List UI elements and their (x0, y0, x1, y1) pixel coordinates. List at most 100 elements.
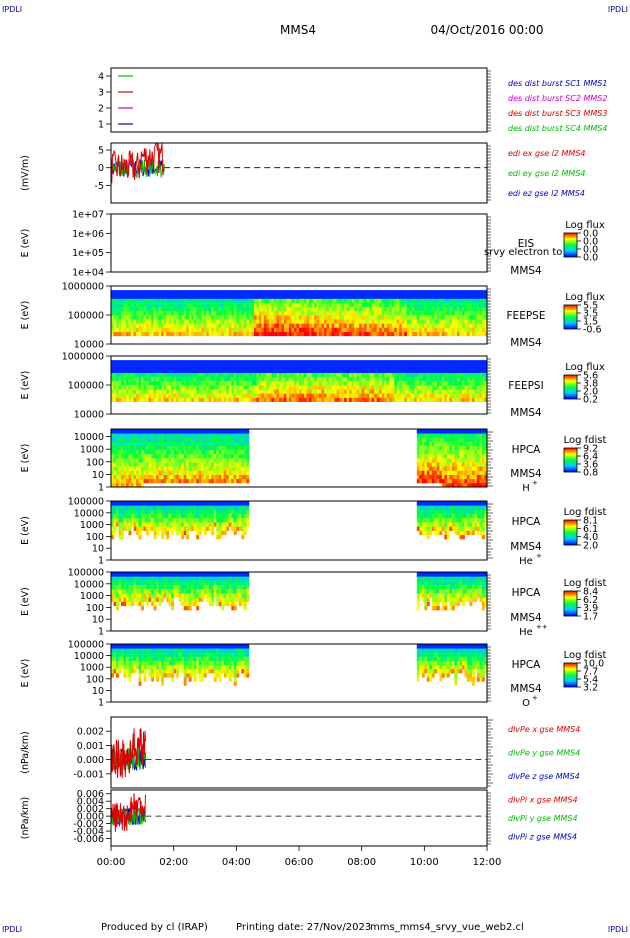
hpca_h-heat-cell (241, 446, 244, 451)
hpca_h-heat-cell (459, 433, 462, 438)
hpca_h-heat-cell (467, 458, 470, 463)
hpca_he1-heat-cell (189, 514, 192, 519)
feepse-heat-cell (334, 303, 337, 308)
feepsi-heat-cell (457, 368, 460, 373)
feepse-heat-cell (286, 303, 289, 308)
hpca_he1-heat-cell (161, 514, 164, 519)
hpca_h-heat-cell (439, 454, 442, 459)
feepsi-heat-cell (259, 381, 262, 386)
feepse-heat-cell (176, 298, 179, 303)
hpca_he1-heat-cell (186, 509, 189, 514)
feepsi-heat-cell (139, 368, 142, 373)
feepsi-heat-cell (259, 393, 262, 398)
hpca_h-heat-cell (199, 470, 202, 475)
feepsi-heat-cell (307, 389, 310, 394)
feepsi-heat-cell (474, 373, 477, 378)
feepsi-heat-cell (246, 373, 249, 378)
feepsi-heat-cell (201, 389, 204, 394)
feepsi-heat-cell (314, 368, 317, 373)
hpca_h-heat-cell (234, 429, 237, 434)
feepse-heat-cell (457, 315, 460, 320)
feepse-heat-cell (429, 315, 432, 320)
hpca_he1-heat-cell (164, 514, 167, 519)
hpca_h-heat-cell (209, 433, 212, 438)
feepse-heat-cell (166, 303, 169, 308)
hpca_h-heat-cell (171, 429, 174, 434)
feepse-heat-cell (357, 319, 360, 324)
hpca_h-heat-cell (191, 450, 194, 455)
feepsi-heat-cell (449, 389, 452, 394)
feepse-heat-cell (307, 327, 310, 332)
feepsi-heat-cell (409, 393, 412, 398)
feepsi-heat-cell (184, 397, 187, 402)
feepse-heat-cell (186, 311, 189, 316)
hpca_h-heat-cell (199, 458, 202, 463)
hpca_h-heat-cell (442, 450, 445, 455)
hpca_h-heat-cell (171, 462, 174, 467)
hpca_he1-heat-cell (231, 514, 234, 519)
feepsi-heat-cell (382, 364, 385, 369)
feepsi-heat-cell (216, 393, 219, 398)
feepsi-heat-cell (454, 385, 457, 390)
hpca_he1-heat-cell (154, 526, 157, 531)
feepsi-heat-cell (171, 377, 174, 382)
hpca_he1-heat-cell (216, 526, 219, 531)
feepse-heat-cell (214, 294, 217, 299)
hpca_he1-heat-cell (119, 509, 122, 514)
feepsi-heat-cell (191, 381, 194, 386)
feepse-heat-cell (339, 311, 342, 316)
feepse-heat-cell (286, 298, 289, 303)
hpca_h-heat-cell (221, 441, 224, 446)
hpca_h-heat-cell (472, 479, 475, 484)
hpca_h-heat-cell (209, 450, 212, 455)
feepse-heat-cell (457, 332, 460, 337)
hpca_h-heat-cell (121, 429, 124, 434)
hpca_he1-heat-cell (136, 531, 139, 536)
hpca_h-heat-cell (224, 462, 227, 467)
feepse-heat-cell (457, 323, 460, 328)
hpca_h-heat-cell (429, 462, 432, 467)
hpca_h-heat-cell (181, 479, 184, 484)
feepsi-heat-cell (276, 377, 279, 382)
feepse-heat-cell (482, 307, 485, 312)
feepsi-heat-cell (191, 377, 194, 382)
feepsi-heat-cell (307, 385, 310, 390)
hpca_he1-heat-cell (119, 535, 122, 540)
hpca_h-heat-cell (474, 462, 477, 467)
feepse-heat-cell (254, 307, 257, 312)
feepse-heat-cell (442, 307, 445, 312)
feepse-heat-cell (424, 303, 427, 308)
feepsi-heat-cell (189, 397, 192, 402)
feepsi-heat-cell (184, 360, 187, 365)
hpca_he1-heat-cell (139, 518, 142, 523)
feepse-heat-cell (437, 298, 440, 303)
hpca_h-heat-cell (457, 475, 460, 480)
feepse-heat-cell (169, 319, 172, 324)
feepsi-heat-cell (214, 397, 217, 402)
feepsi-heat-cell (241, 368, 244, 373)
hpca_h-heat-cell (194, 479, 197, 484)
feepse-heat-cell (444, 298, 447, 303)
hpca_h-heat-cell (449, 466, 452, 471)
feepse-heat-cell (286, 327, 289, 332)
feepse-heat-cell (417, 311, 420, 316)
feepsi-heat-cell (279, 373, 282, 378)
feepsi-heat-cell (352, 393, 355, 398)
feepse-heat-cell (344, 332, 347, 337)
hpca_h-heat-cell (477, 446, 480, 451)
feepse-heat-cell (307, 332, 310, 337)
feepse-heat-cell (204, 327, 207, 332)
hpca_h-heat-cell (206, 466, 209, 471)
feepse-heat-cell (314, 307, 317, 312)
feepsi-heat-cell (259, 377, 262, 382)
feepse-heat-cell (189, 290, 192, 295)
hpca_he1-heat-cell (161, 522, 164, 527)
feepse-ylabel: E (eV) (20, 301, 31, 330)
feepsi-heat-cell (324, 381, 327, 386)
hpca_h-heat-cell (184, 433, 187, 438)
feepsi-heat-cell (342, 364, 345, 369)
feepsi-heat-cell (314, 397, 317, 402)
feepsi-heat-cell (249, 397, 252, 402)
feepse-heat-cell (327, 294, 330, 299)
feepsi-heat-cell (279, 381, 282, 386)
